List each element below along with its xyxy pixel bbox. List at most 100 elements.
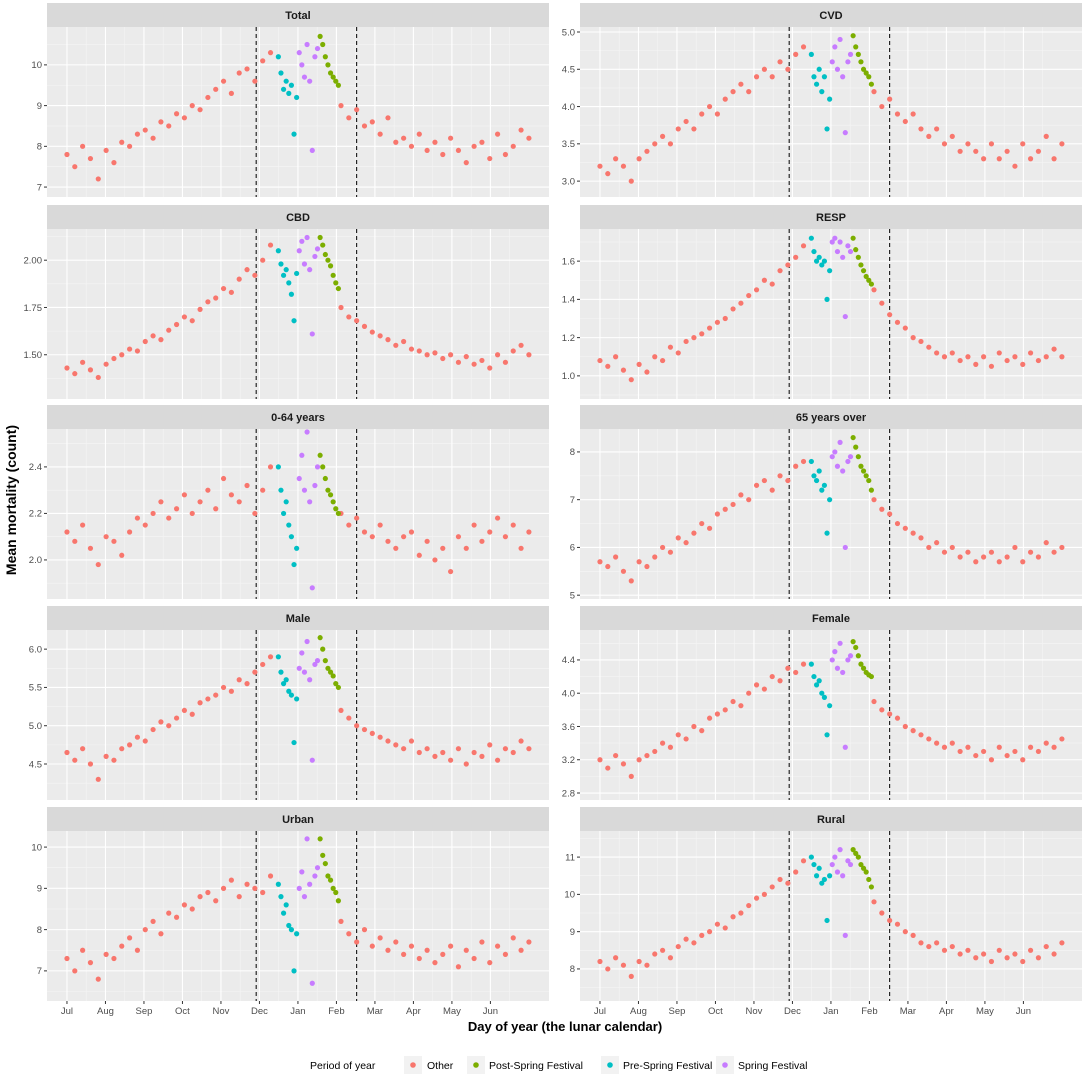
point-other <box>158 119 164 125</box>
point-other <box>777 678 783 684</box>
point-other <box>996 744 1002 750</box>
point-pre <box>813 81 820 87</box>
point-other <box>1043 740 1049 746</box>
point-other <box>800 661 807 667</box>
point-pre <box>816 66 822 72</box>
point-other <box>973 955 979 961</box>
point-other <box>1035 554 1042 560</box>
x-tick-label: Jun <box>483 1006 498 1017</box>
point-spring <box>834 665 841 671</box>
point-other <box>1027 549 1034 555</box>
point-pre <box>280 510 287 517</box>
y-tick-label: 10 <box>31 842 42 853</box>
point-other <box>714 111 721 117</box>
point-pre <box>278 261 284 267</box>
legend-label-other: Other <box>427 1060 454 1072</box>
x-tick-label: May <box>976 1006 994 1017</box>
point-other <box>487 960 493 966</box>
point-other <box>753 482 760 488</box>
point-other <box>722 506 728 512</box>
point-other <box>252 510 258 517</box>
point-other <box>613 955 619 961</box>
point-other <box>699 728 705 734</box>
point-other <box>949 943 955 950</box>
point-other <box>1051 951 1057 957</box>
point-other <box>80 522 86 528</box>
point-post <box>322 54 328 60</box>
point-other <box>667 955 674 961</box>
point-pre <box>813 477 820 484</box>
point-pre <box>824 917 830 924</box>
point-other <box>1004 148 1010 154</box>
point-other <box>644 148 650 154</box>
point-other <box>416 552 422 558</box>
point-pre <box>286 280 292 286</box>
point-other <box>1059 736 1065 742</box>
point-other <box>220 885 227 891</box>
point-spring <box>312 873 318 879</box>
point-other <box>385 947 391 953</box>
point-pre <box>827 873 833 879</box>
point-other <box>934 126 940 132</box>
point-other <box>800 458 807 465</box>
point-other <box>675 535 681 541</box>
point-other <box>338 918 344 924</box>
point-post <box>320 852 326 858</box>
point-other <box>926 736 932 742</box>
point-other <box>173 321 180 328</box>
point-pre <box>275 54 281 60</box>
point-spring <box>847 653 854 659</box>
y-tick-label: 9 <box>570 927 575 938</box>
point-pre <box>291 318 297 324</box>
point-post <box>860 468 867 474</box>
point-pre <box>283 902 289 908</box>
point-other <box>416 348 422 354</box>
point-pre <box>821 694 828 700</box>
point-other <box>134 515 141 521</box>
point-other <box>385 538 391 544</box>
point-other <box>996 350 1002 356</box>
point-pre <box>808 661 814 667</box>
point-other <box>675 732 681 738</box>
point-other <box>244 267 250 273</box>
point-other <box>949 133 955 139</box>
point-other <box>957 748 963 755</box>
point-other <box>636 958 642 965</box>
point-other <box>220 475 227 482</box>
point-other <box>785 66 791 72</box>
facet-title: 0-64 years <box>271 412 325 424</box>
facet-male: Male 4.5 5.0 5.5 6.0 <box>29 606 549 800</box>
point-other <box>1027 156 1034 162</box>
point-other <box>338 304 344 311</box>
point-pre <box>294 270 300 277</box>
point-other <box>871 89 877 95</box>
point-other <box>173 111 180 117</box>
point-post <box>335 285 341 292</box>
point-other <box>236 276 242 282</box>
point-pre <box>811 74 817 80</box>
point-other <box>361 726 368 733</box>
point-other <box>252 885 258 891</box>
point-other <box>228 90 234 96</box>
facet-title: CVD <box>819 10 842 22</box>
point-other <box>785 477 791 484</box>
x-tick-label: Jan <box>290 1006 305 1017</box>
point-other <box>667 141 674 147</box>
point-other <box>949 544 955 551</box>
point-other <box>448 352 454 358</box>
x-tick-label: Aug <box>630 1006 647 1017</box>
point-other <box>941 744 948 750</box>
facet-title: Female <box>812 613 850 625</box>
point-other <box>244 66 250 72</box>
point-other <box>722 315 728 322</box>
point-post <box>317 234 323 241</box>
point-post <box>333 681 339 687</box>
point-other <box>432 753 438 759</box>
point-spring <box>299 452 305 458</box>
point-other <box>401 135 407 141</box>
point-other <box>683 118 689 125</box>
facet-strip <box>47 205 549 229</box>
point-other <box>753 287 760 293</box>
point-other <box>80 143 86 149</box>
point-other <box>95 374 101 381</box>
